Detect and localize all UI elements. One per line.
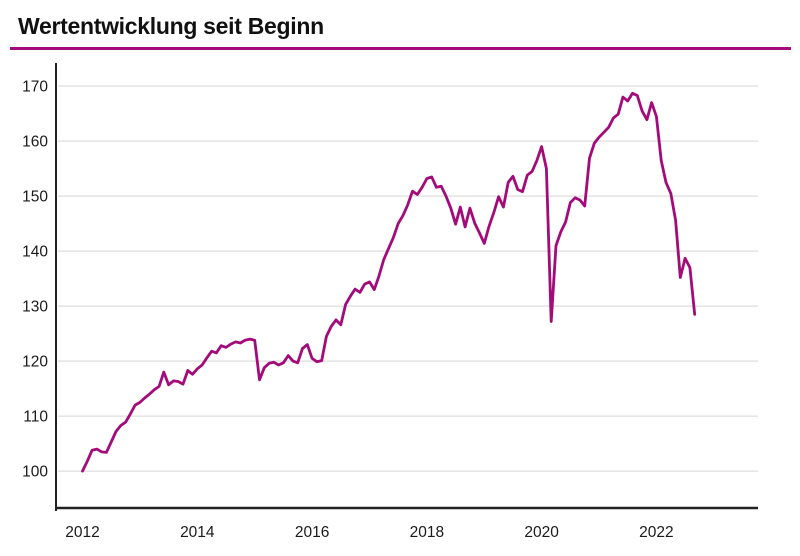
performance-line <box>81 91 697 473</box>
y-axis-tick-label: 130 <box>22 299 48 316</box>
x-axis-tick-label: 2018 <box>410 524 444 541</box>
title-underline <box>10 47 791 50</box>
x-axis-tick-label: 2020 <box>524 524 559 541</box>
x-axis-tick-label: 2012 <box>65 524 99 541</box>
y-axis-tick-label: 170 <box>22 79 48 96</box>
y-axis-tick-label: 110 <box>23 409 48 426</box>
x-axis-tick-label: 2016 <box>295 524 329 541</box>
x-axis-tick-label: 2022 <box>639 524 673 541</box>
y-axis-tick-label: 140 <box>22 244 48 261</box>
y-axis-tick-label: 100 <box>22 464 48 481</box>
x-axis-tick-label: 2014 <box>180 524 215 541</box>
y-axis-tick-label: 120 <box>22 354 48 371</box>
y-axis-tick-label: 160 <box>22 134 48 151</box>
y-axis-tick-label: 150 <box>22 189 48 206</box>
chart-title: Wertentwicklung seit Beginn <box>18 13 324 39</box>
